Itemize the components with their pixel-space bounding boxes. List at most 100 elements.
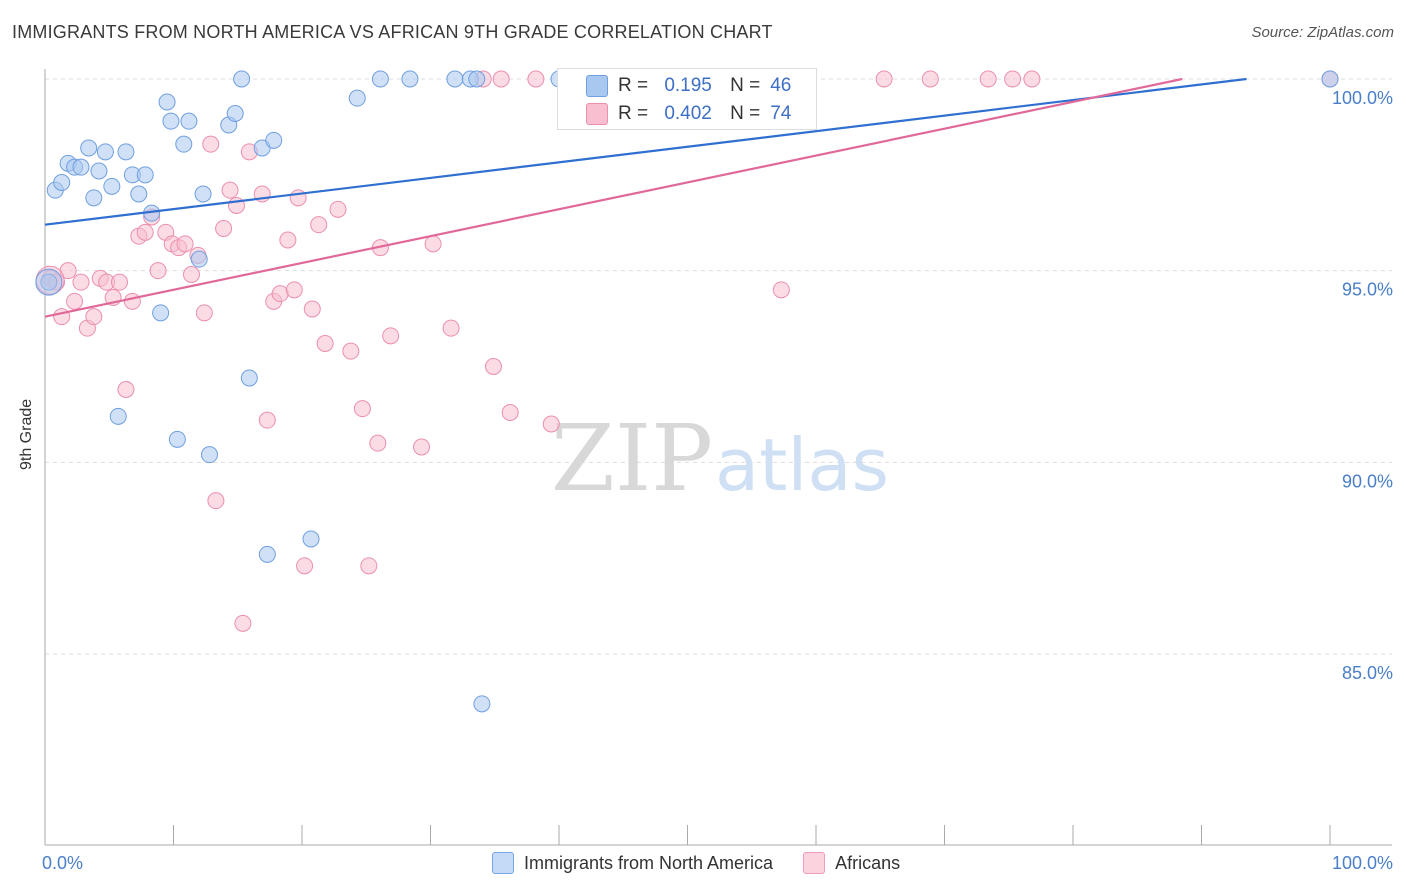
data-point-north-america [233,70,251,88]
data-point-africans [136,223,154,241]
data-point-africans [442,319,460,337]
trend-lines [44,77,1247,318]
data-point-africans [66,292,84,310]
data-point-africans [484,358,502,375]
source-credit: Source: ZipAtlas.com [1251,24,1394,41]
data-point-africans [202,135,220,153]
data-point-north-america [446,70,464,88]
data-point-africans [542,415,560,433]
legend-label-north-america: Immigrants from North America [524,852,774,873]
data-point-africans [303,300,321,318]
data-point-africans [285,281,303,299]
data-point-africans [501,404,519,421]
data-point-north-america [190,250,208,268]
data-point-africans [492,70,510,88]
data-point-north-america [136,166,154,184]
legend-item-north-america[interactable]: Immigrants from North America [492,852,773,874]
data-point-north-america [240,369,258,387]
legend-swatch-north-america [492,852,514,874]
data-point-africans [117,381,135,398]
data-point-africans [207,492,225,510]
data-point-africans [271,285,289,303]
x-tick-label: 100.0% [1332,853,1393,873]
data-point-africans [979,70,997,88]
data-point-north-america [175,135,193,153]
data-point-north-america [468,70,486,88]
data-point-north-america [473,695,491,713]
data-point-north-america [158,93,176,111]
watermark: ZIP atlas [551,405,889,512]
stats-n-value: 46 [770,75,792,96]
stats-legend: R = 0.195 N = 46 R = 0.402 N = 74 [557,68,817,130]
data-point-africans [234,614,252,632]
stats-r-label: R = [618,75,649,96]
data-point-north-america [348,89,366,107]
data-point-north-america [103,177,121,195]
data-point-africans [342,342,360,360]
data-point-africans [296,557,314,575]
data-point-north-america [117,143,135,161]
data-point-north-america [401,70,419,88]
data-point-north-america [109,407,127,425]
data-point-africans [369,434,387,452]
stats-n-label: N = [730,103,761,124]
data-point-north-america [72,158,90,176]
chart-title: IMMIGRANTS FROM NORTH AMERICA VS AFRICAN… [12,22,773,42]
watermark-atlas: atlas [715,423,889,507]
data-point-africans [111,273,129,291]
trend-line-north-america [44,77,1247,226]
x-tick-label: 0.0% [42,853,83,873]
stats-r-value: 0.195 [664,75,712,96]
data-point-africans [360,557,378,575]
data-point-north-america [200,446,218,464]
data-point-africans [875,70,893,88]
stats-r-value: 0.402 [664,103,712,124]
data-point-north-america [180,112,198,130]
legend-item-africans[interactable]: Africans [803,852,900,874]
data-point-africans [921,70,939,88]
data-point-north-america [265,131,283,149]
data-point-north-america [302,530,320,548]
data-point-north-america-large [35,268,63,296]
stats-row-north-america: R = 0.195 N = 46 [558,73,791,99]
data-point-north-america [90,162,108,180]
data-point-africans [85,308,103,326]
data-point-africans [182,266,200,283]
stats-swatch-africans [586,103,608,125]
stats-n-label: N = [730,75,761,96]
data-point-north-america [194,185,212,203]
legend-label-africans: Africans [835,852,901,873]
data-point-north-america [80,139,98,157]
data-point-north-america [258,545,276,563]
stats-swatch-north-america [586,75,608,97]
series-africans-points [35,70,1339,632]
stats-row-africans: R = 0.402 N = 74 [558,101,791,127]
data-point-north-america [371,70,389,88]
data-point-africans [1023,70,1041,88]
stats-r-label: R = [618,103,649,124]
data-point-africans [279,231,297,249]
legend-swatch-africans [803,852,826,874]
axes [44,69,1392,846]
data-point-africans [353,400,371,418]
data-point-africans [329,200,347,218]
data-point-africans [149,262,167,280]
data-point-africans [123,292,141,310]
data-point-africans [310,216,328,234]
series-legend: Immigrants from North America Africans [492,852,930,874]
data-point-north-america [40,273,58,291]
watermark-zip: ZIP [551,405,713,512]
grid-lines [45,78,1392,655]
y-tick-label: 85.0% [1342,663,1393,683]
data-point-north-america [130,185,148,203]
data-point-north-america [1321,70,1339,88]
series-north-america-points [35,70,1339,713]
stats-n-value: 74 [770,103,792,124]
data-point-north-america [162,112,180,130]
y-tick-label: 90.0% [1342,471,1393,491]
data-point-north-america [96,143,114,161]
data-point-north-america [53,174,71,191]
tick-labels: 85.0% 90.0% 95.0% 100.0% 0.0% 100.0% [42,88,1393,873]
data-point-north-america [226,105,244,122]
